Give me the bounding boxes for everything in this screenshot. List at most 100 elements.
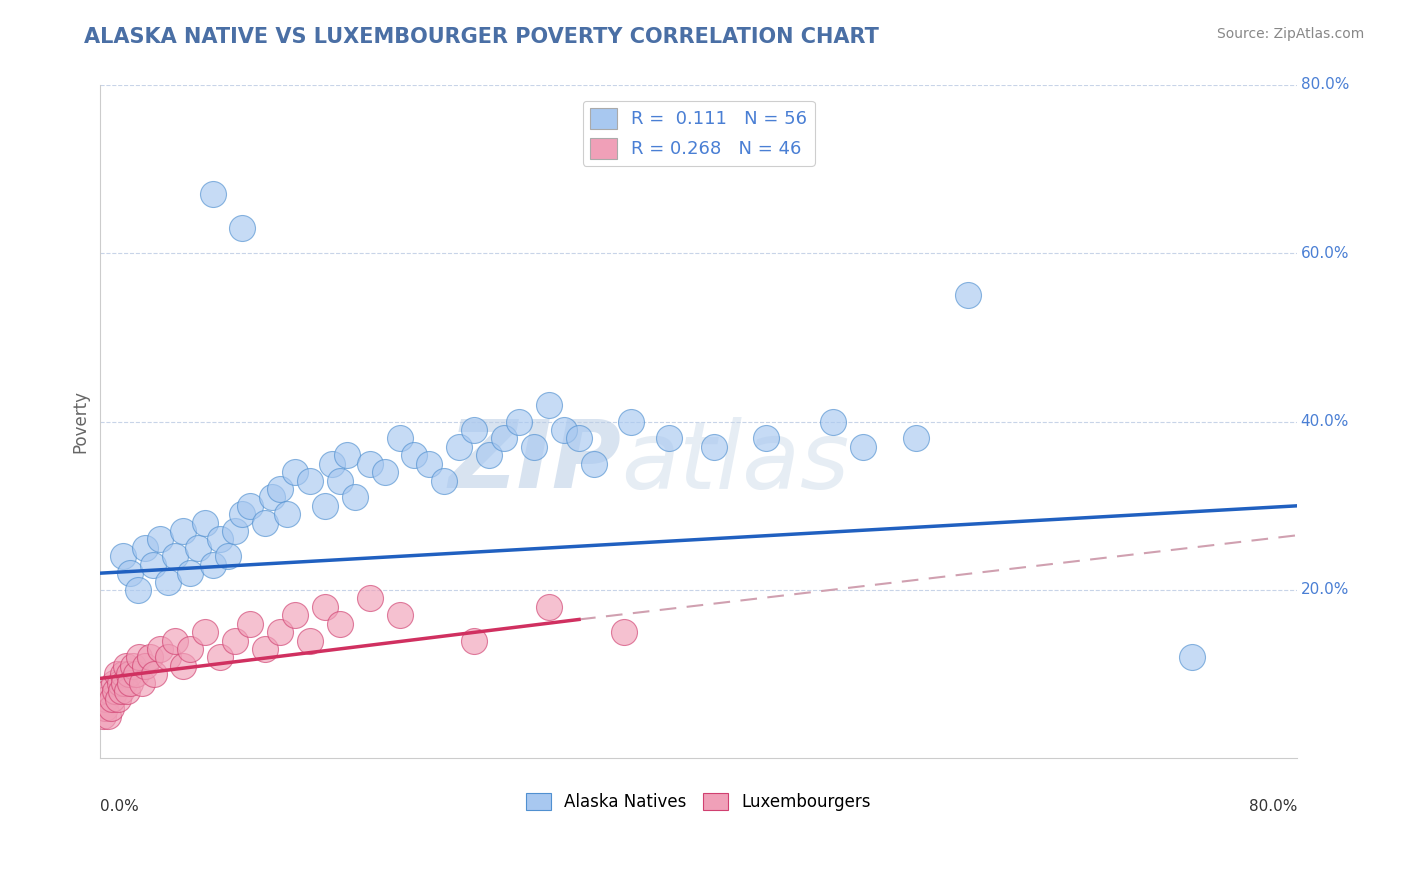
Point <box>156 650 179 665</box>
Point <box>107 692 129 706</box>
Point <box>134 658 156 673</box>
Text: 40.0%: 40.0% <box>1301 414 1348 429</box>
Point <box>201 187 224 202</box>
Point <box>201 558 224 572</box>
Point <box>538 599 561 614</box>
Point <box>172 658 194 673</box>
Point <box>613 625 636 640</box>
Point <box>284 465 307 479</box>
Text: 80.0%: 80.0% <box>1249 798 1298 814</box>
Point <box>620 415 643 429</box>
Point <box>224 524 246 538</box>
Point <box>101 692 124 706</box>
Point <box>329 616 352 631</box>
Text: ALASKA NATIVE VS LUXEMBOURGER POVERTY CORRELATION CHART: ALASKA NATIVE VS LUXEMBOURGER POVERTY CO… <box>84 27 879 46</box>
Point <box>138 650 160 665</box>
Point <box>298 633 321 648</box>
Y-axis label: Poverty: Poverty <box>72 390 89 453</box>
Point <box>117 684 139 698</box>
Point <box>172 524 194 538</box>
Point <box>253 516 276 530</box>
Point <box>314 499 336 513</box>
Point <box>114 658 136 673</box>
Point <box>262 491 284 505</box>
Point <box>111 549 134 564</box>
Point <box>823 415 845 429</box>
Point <box>433 474 456 488</box>
Point <box>179 566 201 581</box>
Point <box>165 549 187 564</box>
Point <box>217 549 239 564</box>
Point <box>103 675 125 690</box>
Legend: R =  0.111   N = 56, R = 0.268   N = 46: R = 0.111 N = 56, R = 0.268 N = 46 <box>582 101 814 166</box>
Point <box>463 423 485 437</box>
Point <box>208 533 231 547</box>
Point <box>156 574 179 589</box>
Point <box>149 641 172 656</box>
Point <box>956 288 979 302</box>
Point <box>449 440 471 454</box>
Point <box>508 415 530 429</box>
Point <box>194 625 217 640</box>
Point <box>93 709 115 723</box>
Point <box>131 675 153 690</box>
Point <box>904 432 927 446</box>
Point <box>359 591 381 606</box>
Point <box>418 457 440 471</box>
Point <box>231 221 253 235</box>
Point <box>404 448 426 462</box>
Point <box>852 440 875 454</box>
Point <box>1181 650 1204 665</box>
Text: ZIP: ZIP <box>449 416 621 508</box>
Point <box>582 457 605 471</box>
Text: atlas: atlas <box>621 417 849 508</box>
Point <box>478 448 501 462</box>
Point <box>463 633 485 648</box>
Point <box>336 448 359 462</box>
Point <box>94 701 117 715</box>
Point <box>149 533 172 547</box>
Point <box>128 650 150 665</box>
Point <box>703 440 725 454</box>
Point <box>194 516 217 530</box>
Point <box>568 432 591 446</box>
Point <box>374 465 396 479</box>
Point <box>329 474 352 488</box>
Point <box>112 675 135 690</box>
Point <box>120 566 142 581</box>
Text: 0.0%: 0.0% <box>100 798 139 814</box>
Point <box>755 432 778 446</box>
Point <box>269 482 291 496</box>
Point <box>208 650 231 665</box>
Point <box>100 701 122 715</box>
Point <box>179 641 201 656</box>
Point <box>134 541 156 555</box>
Point <box>253 641 276 656</box>
Point <box>96 692 118 706</box>
Point <box>298 474 321 488</box>
Point <box>343 491 366 505</box>
Point <box>276 508 298 522</box>
Point <box>125 667 148 681</box>
Point <box>142 558 165 572</box>
Point <box>388 432 411 446</box>
Point <box>269 625 291 640</box>
Point <box>118 667 141 681</box>
Point <box>388 608 411 623</box>
Point <box>658 432 681 446</box>
Point <box>538 398 561 412</box>
Point <box>98 684 121 698</box>
Point <box>359 457 381 471</box>
Point <box>127 582 149 597</box>
Point <box>314 599 336 614</box>
Point <box>165 633 187 648</box>
Point <box>523 440 546 454</box>
Point <box>120 675 142 690</box>
Point <box>97 709 120 723</box>
Point <box>105 667 128 681</box>
Text: 20.0%: 20.0% <box>1301 582 1348 598</box>
Point <box>321 457 343 471</box>
Point <box>111 667 134 681</box>
Point <box>108 675 131 690</box>
Point <box>284 608 307 623</box>
